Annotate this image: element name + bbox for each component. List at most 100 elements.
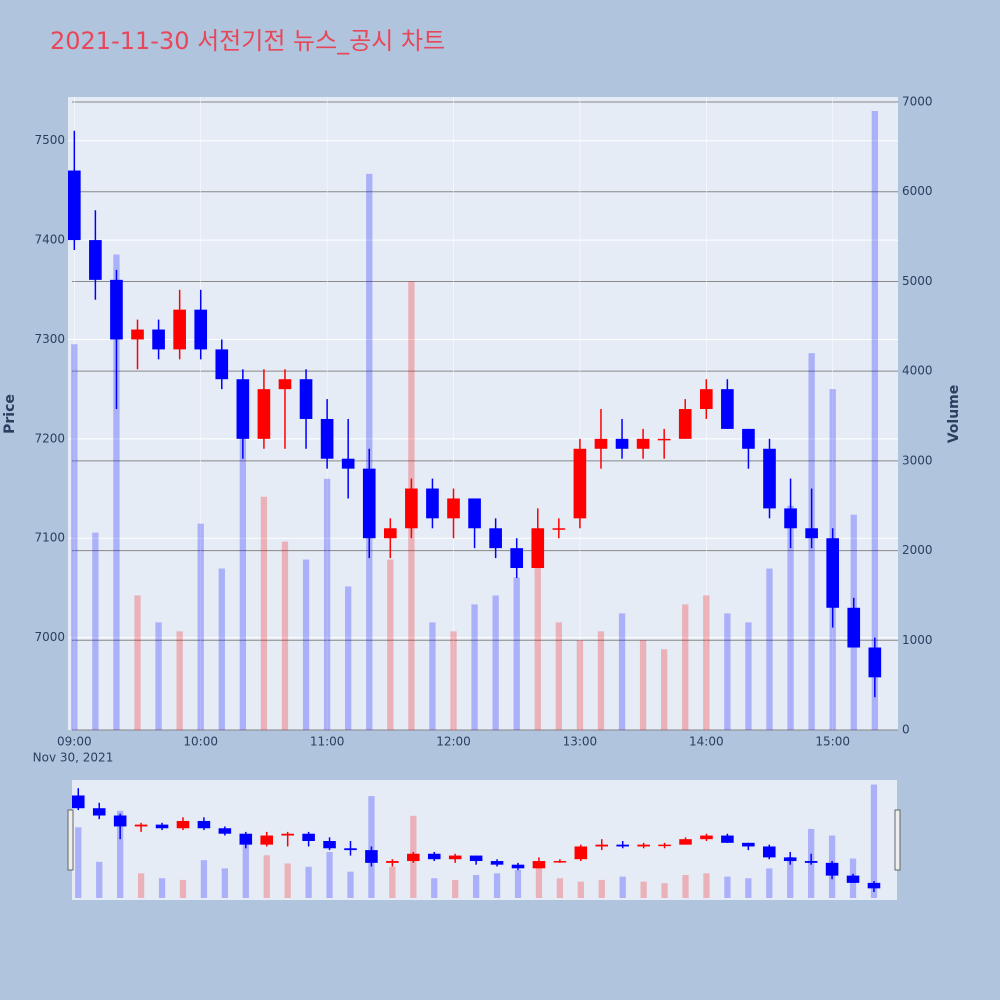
candle-body <box>636 438 650 449</box>
candle-body <box>281 833 294 836</box>
candle-body <box>362 468 376 539</box>
volume-bar <box>96 861 103 898</box>
candle-body <box>405 488 418 529</box>
candle-body <box>637 844 650 847</box>
volume-bar <box>724 876 731 898</box>
volume-bar <box>766 568 773 730</box>
candle-body <box>72 795 85 809</box>
candle-body <box>616 844 629 847</box>
volume-bar <box>745 622 752 730</box>
volume-bar <box>284 863 291 898</box>
volume-bar <box>492 595 499 730</box>
plot-area <box>68 97 898 730</box>
range-slider[interactable] <box>72 780 897 900</box>
volume-bar <box>345 586 352 730</box>
volume-bar <box>871 110 878 731</box>
candle-body <box>218 828 232 834</box>
candle-body <box>594 438 608 449</box>
y2-axis-title: Volume <box>946 385 962 444</box>
volume-bar <box>429 622 436 730</box>
candle-body <box>721 389 734 429</box>
candle-body <box>825 862 839 876</box>
candle-body <box>110 279 123 340</box>
volume-bar <box>218 568 225 730</box>
candle-body <box>344 848 357 851</box>
y-tick-label: 7400 <box>34 233 65 247</box>
volume-bar <box>71 344 78 730</box>
candle-body <box>846 875 860 883</box>
volume-bar <box>134 595 141 730</box>
candle-body <box>847 607 861 648</box>
candle-body <box>448 855 462 860</box>
candle-body <box>552 528 566 530</box>
volume-bar <box>281 541 289 730</box>
candle-body <box>239 833 253 845</box>
candle-body <box>320 418 334 459</box>
volume-bar <box>137 873 145 898</box>
volume-bar <box>387 559 394 730</box>
y2-tick-label: 5000 <box>902 274 933 288</box>
candle-body <box>341 458 355 469</box>
candle-body <box>742 428 755 449</box>
volume-bar <box>200 860 208 898</box>
candle-body <box>678 409 692 439</box>
y2-tick-label: 2000 <box>902 543 933 557</box>
x-tick-label: 11:00 <box>310 735 345 749</box>
volume-bar <box>117 810 124 898</box>
x-tick-label: 14:00 <box>689 735 724 749</box>
x-tick-label: 13:00 <box>563 735 598 749</box>
volume-bar <box>347 871 354 898</box>
y-tick-label: 7100 <box>34 531 65 545</box>
volume-bar <box>431 878 438 898</box>
volume-bar <box>450 631 457 730</box>
candle-body <box>679 839 692 845</box>
candle-body <box>427 853 441 860</box>
volume-bar <box>260 496 268 730</box>
slider-handle[interactable] <box>894 809 901 871</box>
y2-tick-label: 6000 <box>902 184 933 198</box>
volume-bar <box>158 878 166 898</box>
candle-body <box>699 389 713 410</box>
candle-body <box>260 835 274 845</box>
candle-body <box>511 864 525 869</box>
volume-bar <box>323 478 331 730</box>
volume-bar <box>389 866 396 898</box>
volume-bar <box>787 856 794 898</box>
x-date-label: Nov 30, 2021 <box>33 751 114 765</box>
candle-body <box>490 861 504 865</box>
candle-body <box>573 448 587 519</box>
candle-body <box>215 349 229 380</box>
volume-bar <box>703 873 710 898</box>
candle-body <box>700 835 713 840</box>
candle-body <box>553 861 567 863</box>
candle-body <box>489 528 502 549</box>
x-tick-label: 12:00 <box>436 735 471 749</box>
candle-body <box>784 508 797 529</box>
y-tick-label: 7500 <box>34 133 65 147</box>
volume-bar <box>472 874 480 898</box>
volume-bar <box>176 631 183 730</box>
volume-bar <box>556 878 564 898</box>
volume-bar <box>221 868 228 898</box>
volume-bar <box>745 878 752 898</box>
x-tick-label: 10:00 <box>183 735 218 749</box>
candle-body <box>615 438 629 449</box>
volume-bar <box>305 866 312 898</box>
volume-bar <box>724 613 731 730</box>
candle-body <box>302 833 315 842</box>
candle-body <box>826 538 840 608</box>
candle-body <box>257 389 271 439</box>
y-tick-label: 7200 <box>34 431 65 445</box>
candle-body <box>155 824 169 829</box>
volume-bar <box>640 881 647 898</box>
volume-bar <box>302 559 310 730</box>
volume-bar <box>535 866 543 898</box>
chart-title: 2021-11-30 서전기전 뉴스_공시 차트 <box>50 27 445 55</box>
candle-body <box>236 379 250 439</box>
candle-body <box>657 438 671 441</box>
volume-bar <box>242 835 249 898</box>
volume-bar <box>514 870 522 898</box>
slider-handle[interactable] <box>67 809 74 871</box>
y2-tick-label: 3000 <box>902 453 933 467</box>
